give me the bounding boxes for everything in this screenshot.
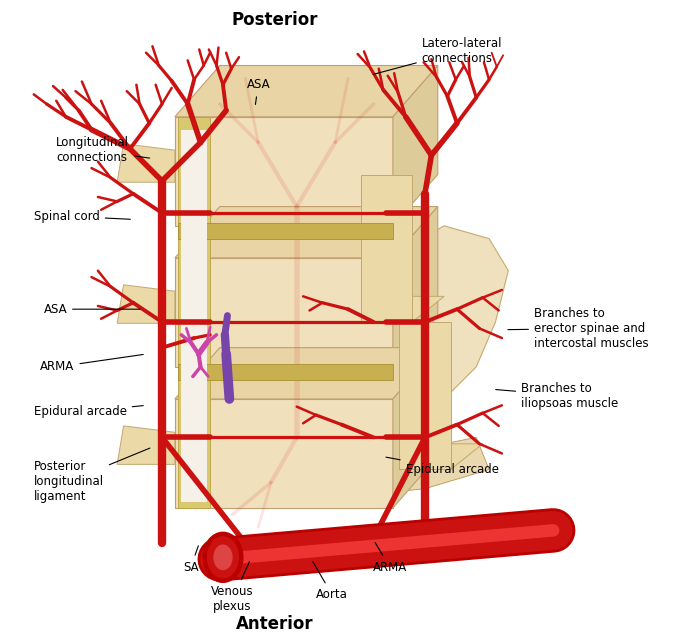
- Polygon shape: [175, 66, 438, 117]
- Polygon shape: [175, 117, 393, 226]
- Text: Latero-lateral
connections: Latero-lateral connections: [373, 37, 503, 75]
- Polygon shape: [175, 399, 393, 508]
- Text: SA: SA: [183, 546, 199, 574]
- Text: Spinal cord: Spinal cord: [34, 210, 130, 223]
- Text: Epidural arcade: Epidural arcade: [386, 457, 499, 476]
- Polygon shape: [393, 348, 438, 508]
- Ellipse shape: [207, 537, 238, 578]
- Polygon shape: [117, 285, 175, 323]
- Polygon shape: [400, 444, 482, 469]
- Polygon shape: [400, 322, 450, 469]
- Text: Longitudinal
connections: Longitudinal connections: [56, 136, 150, 164]
- Text: ARMA: ARMA: [372, 542, 406, 574]
- Text: Posterior
longitudinal
ligament: Posterior longitudinal ligament: [34, 448, 150, 503]
- Text: Venous
plexus: Venous plexus: [212, 562, 254, 613]
- Polygon shape: [117, 426, 175, 464]
- Polygon shape: [348, 437, 489, 495]
- Text: Posterior: Posterior: [231, 11, 317, 29]
- Ellipse shape: [203, 533, 243, 582]
- Polygon shape: [361, 296, 444, 322]
- Text: Epidural arcade: Epidural arcade: [34, 405, 143, 418]
- Text: Branches to
erector spinae and
intercostal muscles: Branches to erector spinae and intercost…: [508, 307, 649, 350]
- Polygon shape: [393, 66, 438, 226]
- Text: ASA: ASA: [246, 79, 270, 104]
- Text: ARMA: ARMA: [40, 354, 143, 374]
- Polygon shape: [181, 129, 207, 502]
- Polygon shape: [117, 144, 175, 182]
- Ellipse shape: [214, 545, 232, 569]
- Polygon shape: [175, 348, 438, 399]
- Polygon shape: [393, 207, 438, 367]
- Polygon shape: [175, 207, 438, 258]
- Polygon shape: [178, 117, 210, 508]
- Text: Anterior: Anterior: [235, 615, 313, 633]
- Polygon shape: [178, 364, 393, 380]
- Polygon shape: [178, 223, 393, 239]
- Polygon shape: [175, 258, 393, 367]
- Polygon shape: [342, 226, 508, 418]
- Text: Aorta: Aorta: [313, 562, 348, 601]
- Text: Branches to
iliopsoas muscle: Branches to iliopsoas muscle: [496, 382, 618, 410]
- Text: ASA: ASA: [43, 303, 140, 316]
- Polygon shape: [361, 175, 412, 322]
